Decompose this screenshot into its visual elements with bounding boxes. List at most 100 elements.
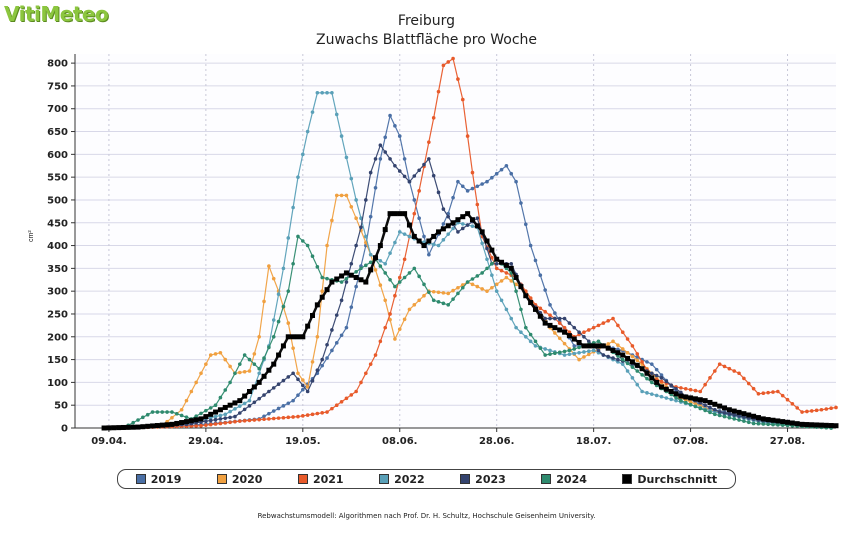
data-point-2021 [557,321,562,325]
data-point-2021 [834,405,838,410]
data-point-durchschnitt [799,421,805,427]
data-point-2023 [320,357,325,362]
data-point-2019 [485,179,489,184]
data-point-2020 [620,347,625,351]
data-point-2020 [509,279,514,283]
data-point-2024 [572,347,577,351]
data-point-2019 [514,179,518,184]
data-point-2024 [174,411,179,416]
data-point-2021 [388,312,392,316]
data-point-2021 [591,325,596,330]
data-point-2023 [218,417,223,421]
data-point-2021 [504,271,509,275]
data-point-2021 [708,376,712,380]
data-point-durchschnitt [557,327,563,333]
data-point-2021 [252,418,257,422]
data-point-2024 [780,423,785,427]
data-point-2020 [213,352,218,356]
data-point-2024 [553,351,557,356]
data-point-2022 [383,262,388,266]
data-point-2022 [499,298,504,303]
data-point-2024 [766,422,770,427]
data-point-2021 [218,421,223,426]
data-point-2021 [785,397,790,402]
data-point-2020 [252,352,257,356]
data-point-2020 [582,355,586,359]
data-point-2024 [417,274,421,279]
data-point-durchschnitt [707,399,713,405]
data-point-2024 [252,362,257,366]
data-point-durchschnitt [566,333,572,339]
legend-item[interactable]: 2023 [460,473,506,486]
legend-swatch [622,474,633,484]
x-tick-label: 19.05. [285,436,320,447]
y-tick-label: 750 [47,81,68,92]
legend-swatch [460,474,471,484]
data-point-durchschnitt [765,417,771,423]
legend-item[interactable]: 2019 [135,473,181,486]
data-point-2021 [494,266,499,271]
data-point-2024 [630,365,635,369]
data-point-durchschnitt [387,211,393,217]
data-point-2024 [276,319,281,324]
data-point-durchschnitt [450,220,456,226]
data-point-2020 [611,339,615,344]
legend-item[interactable]: Durchschnitt [622,473,717,486]
data-point-2019 [494,171,499,176]
data-point-2020 [238,370,242,375]
legend-item[interactable]: 2022 [379,473,425,486]
chart-subtitle: Zuwachs Blattfläche pro Woche [315,32,537,48]
data-point-2022 [645,391,649,395]
y-tick-label: 350 [47,264,68,275]
data-point-2021 [616,323,620,328]
data-point-durchschnitt [305,323,311,329]
data-point-durchschnitt [780,419,786,425]
data-point-durchschnitt [290,334,296,340]
data-point-2021 [659,379,664,384]
data-point-2021 [766,390,770,395]
data-point-2020 [334,193,339,198]
data-point-2024 [228,380,232,385]
data-point-2019 [271,409,276,413]
data-point-2022 [494,289,499,293]
data-point-2022 [276,292,281,297]
data-point-2023 [204,419,208,424]
data-point-2020 [436,290,441,295]
data-point-2023 [727,412,732,416]
data-point-durchschnitt [150,423,156,429]
data-point-2024 [640,372,644,377]
data-point-2024 [320,275,325,280]
data-point-2021 [233,419,237,424]
data-point-2022 [514,325,518,330]
data-point-2024 [136,418,140,422]
data-point-durchschnitt [368,267,374,273]
data-point-durchschnitt [154,423,160,429]
data-point-2019 [344,325,349,330]
data-point-2021 [262,417,266,422]
legend-item[interactable]: 2020 [216,473,262,486]
data-point-durchschnitt [348,272,354,278]
data-point-2019 [276,406,281,411]
data-point-2021 [305,413,310,417]
data-point-2023 [252,400,257,405]
data-point-2020 [393,337,397,341]
data-point-durchschnitt [770,417,776,423]
data-point-2019 [523,222,528,227]
legend-item[interactable]: 2021 [297,473,344,486]
data-point-durchschnitt [775,418,781,424]
data-point-2024 [751,421,756,426]
data-point-2020 [194,380,198,385]
data-point-durchschnitt [183,419,189,425]
data-point-durchschnitt [198,416,204,422]
data-point-2022 [640,389,644,394]
data-point-2020 [344,193,349,198]
data-point-2021 [771,390,775,394]
data-point-durchschnitt [722,405,728,411]
data-point-durchschnitt [489,247,495,253]
data-point-2023 [334,313,339,317]
data-point-2023 [267,389,271,394]
legend-item[interactable]: 2024 [541,473,587,486]
data-point-2022 [543,347,547,351]
data-point-durchschnitt [431,233,437,239]
data-point-2021 [814,408,819,413]
